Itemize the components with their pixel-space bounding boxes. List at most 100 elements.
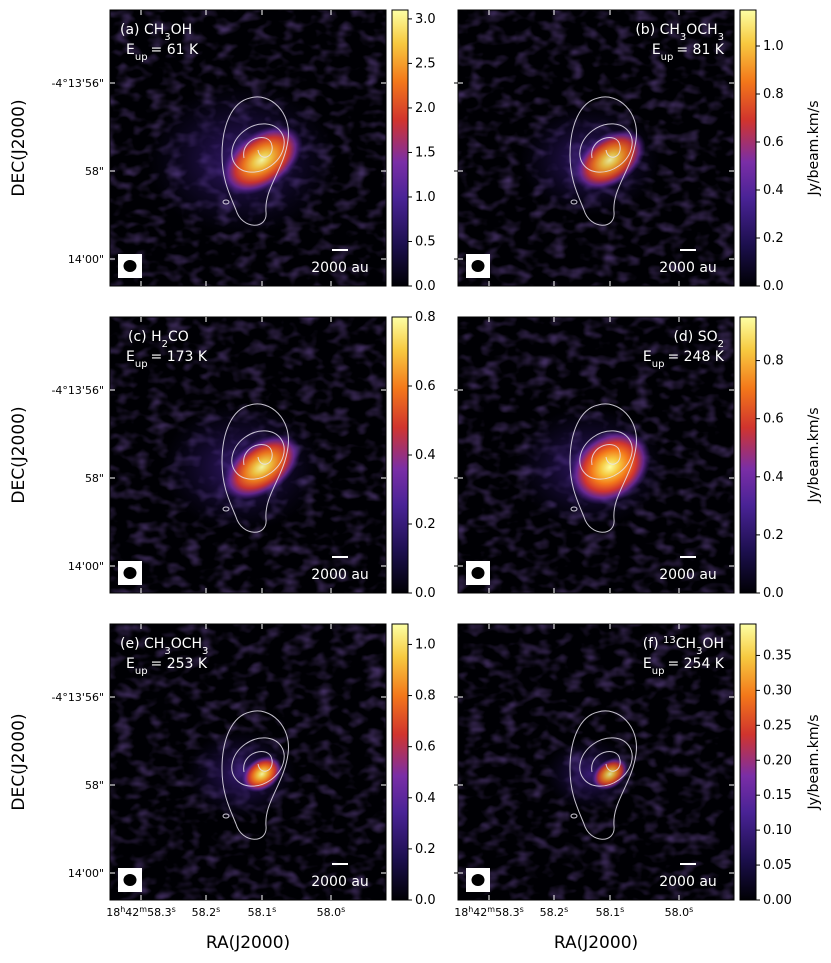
colorbar-tick-label: 0.0 bbox=[415, 586, 436, 601]
panel-f: 18h42m58.3s 58.2s 58.1s 58.0s (f) 13CH3OHEup… bbox=[454, 623, 822, 920]
emission-group bbox=[545, 738, 635, 810]
colorbar-tick-label: 0.4 bbox=[763, 183, 784, 198]
eup-label: Eup = 254 K bbox=[643, 656, 725, 677]
colorbar-tick-label: 0.2 bbox=[763, 528, 784, 543]
panel-e: -4°13'56" 58" 14'00" 18h42m58.3s 58.2s 58.1s 5… bbox=[51, 623, 436, 920]
diffuse-emission bbox=[545, 738, 635, 810]
colorbar-tick-label: 0.2 bbox=[763, 231, 784, 246]
x-tick-label: 18h42m58.3s bbox=[106, 905, 176, 920]
y-axis-label: DEC(J2000) bbox=[9, 713, 29, 810]
y-tick-label: 14'00" bbox=[68, 560, 104, 573]
continuum-contours bbox=[569, 96, 637, 226]
species-label: (c) H2CO bbox=[128, 329, 189, 350]
colorbar-tick-label: 2.5 bbox=[415, 56, 436, 71]
colorbar-tick-label: 0.20 bbox=[763, 753, 792, 768]
colorbar bbox=[739, 316, 757, 594]
colorbar-tick-label: 1.5 bbox=[415, 145, 436, 160]
colorbar-tick-label: 0.6 bbox=[763, 412, 784, 427]
continuum-contours bbox=[221, 403, 289, 533]
colorbar-tick-label: 0.05 bbox=[763, 858, 792, 873]
contour-inner bbox=[243, 137, 273, 159]
eup-label: Eup = 248 K bbox=[643, 349, 725, 370]
axis-ticks bbox=[458, 10, 734, 286]
panel-frame bbox=[109, 9, 387, 287]
contour-inner bbox=[243, 751, 273, 773]
species-label: (b) CH3OCH3 bbox=[635, 22, 724, 43]
scale-bar-label: 2000 au bbox=[311, 260, 369, 276]
continuum-contours bbox=[221, 710, 289, 840]
colorbar-tick-label: 1.0 bbox=[415, 637, 436, 652]
axis-ticks bbox=[110, 317, 386, 593]
contour-knot bbox=[570, 813, 578, 819]
colorbar-tick-label: 1.0 bbox=[415, 190, 436, 205]
emission-group bbox=[520, 104, 660, 216]
contour-middle bbox=[231, 430, 285, 480]
colorbar-tick-label: 0.6 bbox=[415, 379, 436, 394]
panel-frame bbox=[109, 623, 387, 901]
continuum-contours bbox=[221, 96, 289, 226]
colorbar-tick-label: 0.25 bbox=[763, 718, 792, 733]
contour-inner bbox=[243, 444, 273, 466]
colorbar-tick-label: 0.0 bbox=[763, 279, 784, 294]
beam-ellipse bbox=[123, 874, 137, 886]
y-tick-label: 58" bbox=[85, 779, 104, 792]
colorbar-tick-label: 0.15 bbox=[763, 788, 792, 803]
contour-outer bbox=[569, 96, 637, 226]
colorbar-tick-label: 0.8 bbox=[415, 310, 436, 325]
y-tick-label: 58" bbox=[85, 165, 104, 178]
axis-ticks bbox=[110, 10, 386, 286]
scale-bar-label: 2000 au bbox=[311, 567, 369, 583]
scale-bar-label: 2000 au bbox=[659, 874, 717, 890]
contour-outer bbox=[569, 710, 637, 840]
colorbar-tick-label: 0.4 bbox=[415, 448, 436, 463]
beam-ellipse bbox=[123, 567, 137, 579]
contour-middle bbox=[231, 123, 285, 173]
colorbar-tick-label: 0.2 bbox=[415, 842, 436, 857]
colorbar-label: Jy/beam.km/s bbox=[806, 714, 822, 810]
x-tick-label: 58.1s bbox=[248, 905, 277, 920]
colorbar bbox=[739, 623, 757, 901]
species-label: (f) 13CH3OH bbox=[643, 635, 724, 657]
panel-frame bbox=[457, 623, 735, 901]
species-label: (a) CH3OH bbox=[120, 22, 192, 43]
emission-group bbox=[187, 730, 297, 818]
contour-knot bbox=[570, 506, 578, 512]
contour-middle bbox=[231, 737, 285, 787]
contour-outer bbox=[221, 96, 289, 226]
emission-peak bbox=[222, 433, 302, 501]
emission-group bbox=[147, 84, 337, 236]
colorbar-tick-label: 0.6 bbox=[763, 135, 784, 150]
y-tick-label: -4°13'56" bbox=[51, 77, 104, 90]
colorbar-tick-label: 0.2 bbox=[415, 517, 436, 532]
beam-ellipse bbox=[471, 874, 485, 886]
species-label: (e) CH3OCH3 bbox=[120, 636, 208, 657]
eup-label: Eup = 81 K bbox=[652, 42, 725, 63]
y-tick-label: 14'00" bbox=[68, 253, 104, 266]
contour-knot bbox=[222, 813, 230, 819]
colorbar-tick-label: 2.0 bbox=[415, 101, 436, 116]
continuum-contours bbox=[569, 710, 637, 840]
x-tick-label: 58.1s bbox=[596, 905, 625, 920]
contour-inner bbox=[591, 751, 621, 773]
contour-middle bbox=[579, 430, 633, 480]
x-tick-label: 58.2s bbox=[540, 905, 569, 920]
panel-frame bbox=[109, 316, 387, 594]
y-tick-label: -4°13'56" bbox=[51, 691, 104, 704]
x-axis-label: RA(J2000) bbox=[554, 933, 638, 953]
contour-outer bbox=[221, 710, 289, 840]
contour-knot bbox=[222, 506, 230, 512]
axis-ticks bbox=[458, 317, 734, 593]
colorbar-tick-label: 0.10 bbox=[763, 823, 792, 838]
x-tick-label: 18h42m58.3s bbox=[454, 905, 524, 920]
scale-bar-label: 2000 au bbox=[659, 260, 717, 276]
continuum-contours bbox=[569, 403, 637, 533]
y-tick-label: 14'00" bbox=[68, 867, 104, 880]
colorbar-tick-label: 0.8 bbox=[763, 354, 784, 369]
colorbar-tick-label: 1.0 bbox=[763, 39, 784, 54]
y-axis-label: DEC(J2000) bbox=[9, 406, 29, 503]
